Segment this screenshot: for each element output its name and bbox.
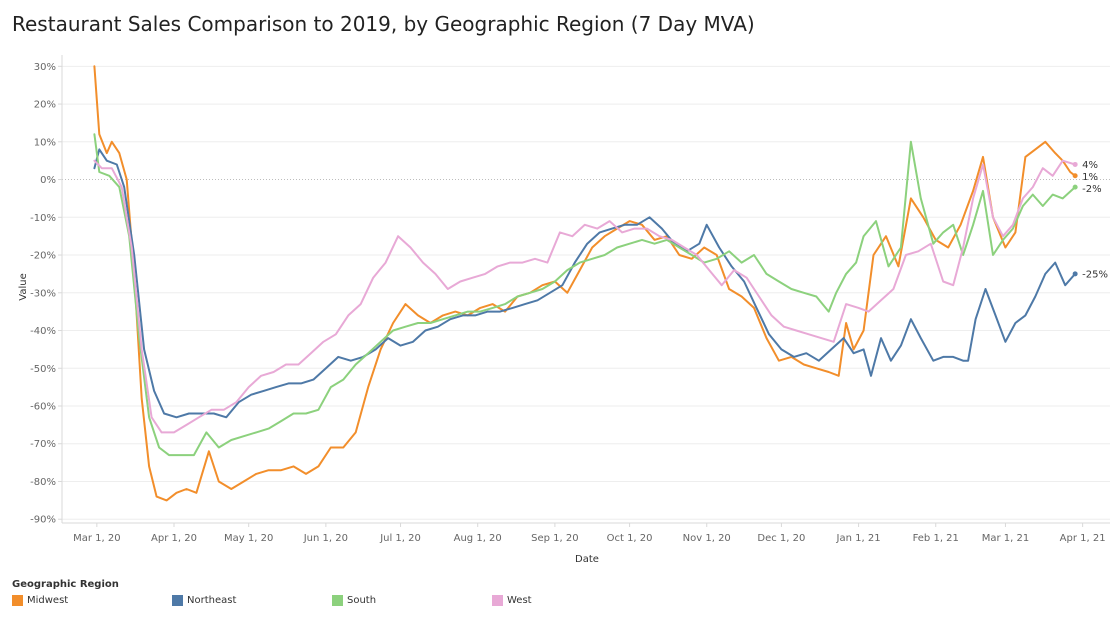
x-tick-label: Apr 1, 21: [1060, 533, 1106, 544]
y-tick-label: -60%: [30, 402, 56, 413]
end-label-northeast: -25%: [1082, 269, 1108, 280]
legend-item-northeast[interactable]: Northeast: [172, 595, 236, 606]
y-tick-label: 0%: [40, 175, 56, 186]
legend-label: West: [507, 595, 532, 606]
x-tick-label: Mar 1, 21: [982, 533, 1030, 544]
series-line-west[interactable]: [93, 159, 1077, 434]
series-end-point-midwest[interactable]: [1072, 173, 1078, 179]
axes: 30% 20% 10% 0% -10% -20% -30% -40% -50% -60% -70% -…: [30, 55, 1110, 544]
y-tick-label: -10%: [30, 213, 56, 224]
legend-label: Midwest: [27, 595, 69, 606]
x-tick-label: Jun 1, 20: [303, 533, 348, 544]
x-tick-label: Feb 1, 21: [913, 533, 959, 544]
gridlines: [62, 65, 1110, 520]
legend: Geographic Region Midwest Northeast South W…: [12, 579, 1112, 615]
y-tick-label: -20%: [30, 251, 56, 262]
x-tick-label: Jul 1, 20: [379, 533, 421, 544]
y-tick-label: -70%: [30, 439, 56, 450]
line-chart: 30% 20% 10% 0% -10% -20% -30% -40% -50% -60% -70% -…: [18, 55, 1110, 565]
y-tick-label: 30%: [34, 62, 56, 73]
legend-swatch: [12, 595, 23, 606]
legend-label: South: [347, 595, 377, 606]
series-end-point-south[interactable]: [1072, 184, 1078, 190]
y-tick-label: 10%: [34, 137, 56, 148]
x-tick-label: Nov 1, 20: [683, 533, 731, 544]
x-tick-label: Sep 1, 20: [531, 533, 578, 544]
end-label-west: 4%: [1082, 160, 1098, 171]
series-line-south[interactable]: [93, 133, 1077, 457]
series-end-point-northeast[interactable]: [1072, 271, 1078, 277]
y-tick-label: -30%: [30, 288, 56, 299]
end-labels: 4%1%-2% -25%: [1082, 160, 1108, 280]
end-label-midwest: 1%: [1082, 172, 1098, 183]
y-tick-label: -80%: [30, 477, 56, 488]
x-axis-title: Date: [575, 554, 599, 565]
series-end-point-west[interactable]: [1072, 161, 1078, 167]
x-tick-label: Dec 1, 20: [757, 533, 805, 544]
legend-item-south[interactable]: South: [332, 595, 376, 606]
y-tick-label: 20%: [34, 100, 56, 111]
x-tick-label: Mar 1, 20: [73, 533, 121, 544]
series-lines: [93, 65, 1078, 502]
chart-title: Restaurant Sales Comparison to 2019, by …: [12, 12, 755, 36]
legend-title: Geographic Region: [12, 579, 119, 590]
legend-label: Northeast: [187, 595, 237, 606]
x-tick-label: Jan 1, 21: [836, 533, 881, 544]
y-tick-label: -90%: [30, 515, 56, 526]
x-tick-label: Apr 1, 20: [151, 533, 197, 544]
end-label-south: -2%: [1082, 184, 1101, 195]
legend-swatch: [172, 595, 183, 606]
series-line-midwest[interactable]: [93, 65, 1077, 502]
legend-swatch: [332, 595, 343, 606]
y-tick-label: -50%: [30, 364, 56, 375]
y-axis-title: Value: [18, 273, 29, 300]
legend-item-west[interactable]: West: [492, 595, 532, 606]
series-line-northeast[interactable]: [93, 148, 1077, 419]
legend-swatch: [492, 595, 503, 606]
x-tick-label: Oct 1, 20: [607, 533, 653, 544]
x-tick-label: Aug 1, 20: [454, 533, 502, 544]
legend-item-midwest[interactable]: Midwest: [12, 595, 68, 606]
x-tick-label: May 1, 20: [224, 533, 273, 544]
y-tick-label: -40%: [30, 326, 56, 337]
